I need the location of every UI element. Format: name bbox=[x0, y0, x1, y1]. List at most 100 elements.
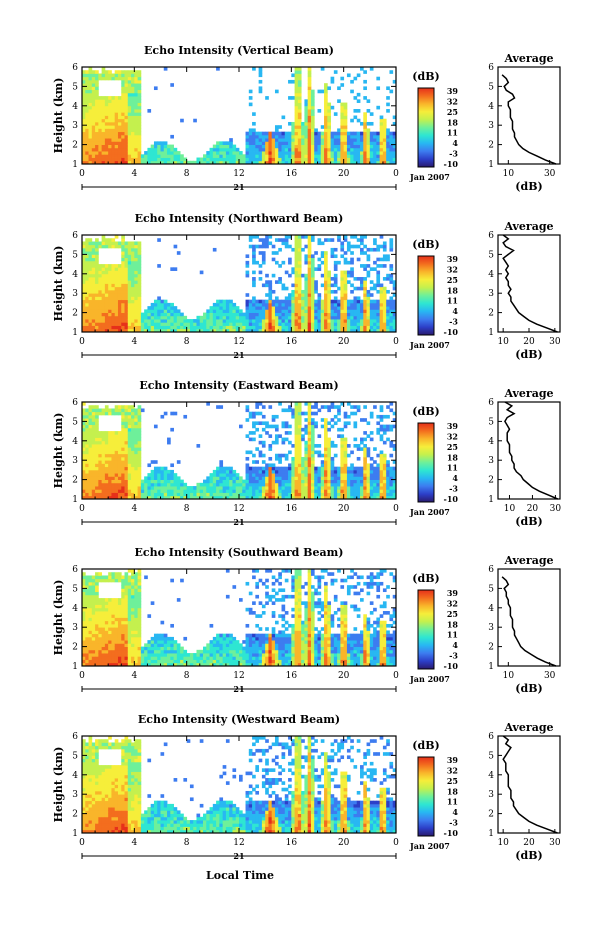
heatmap-cell bbox=[274, 479, 279, 484]
heatmap-cell bbox=[88, 653, 93, 657]
heatmap-cell bbox=[350, 450, 354, 455]
heatmap-cell bbox=[314, 495, 318, 500]
heatmap-cell bbox=[268, 424, 273, 429]
heatmap-cell bbox=[186, 492, 191, 497]
heatmap-cell bbox=[134, 115, 138, 120]
heatmap-cell bbox=[288, 121, 292, 126]
heatmap-cell bbox=[392, 319, 397, 323]
heatmap-cell bbox=[111, 289, 116, 294]
heatmap-cell bbox=[304, 299, 309, 304]
heatmap-cell bbox=[252, 460, 256, 464]
heatmap-cell bbox=[88, 118, 93, 123]
heatmap-cell bbox=[95, 154, 99, 158]
heatmap-cell bbox=[235, 151, 240, 155]
heatmap-cell bbox=[337, 473, 341, 477]
heatmap-cell bbox=[124, 112, 129, 116]
heatmap-cell bbox=[248, 473, 253, 477]
heatmap-cell bbox=[353, 299, 358, 304]
heatmap-cell bbox=[392, 424, 397, 429]
heatmap-cell bbox=[245, 489, 250, 493]
heatmap-cell bbox=[82, 89, 86, 94]
heatmap-cell bbox=[333, 131, 338, 136]
heatmap-cell bbox=[173, 309, 178, 313]
heatmap-cell bbox=[252, 431, 256, 435]
heatmap-cell bbox=[144, 476, 148, 480]
heatmap-cell bbox=[242, 489, 246, 493]
heatmap-cell bbox=[91, 293, 96, 297]
heatmap-cell bbox=[265, 489, 269, 493]
heatmap-cell bbox=[363, 463, 367, 468]
heatmap-cell bbox=[248, 486, 253, 490]
heatmap-cell bbox=[288, 302, 292, 307]
heatmap-cell bbox=[360, 486, 364, 490]
heatmap-cell bbox=[88, 141, 93, 145]
heatmap-cell bbox=[274, 154, 279, 158]
heatmap-cell bbox=[307, 473, 312, 477]
heatmap-cell bbox=[131, 444, 135, 448]
heatmap-cell bbox=[366, 270, 371, 275]
heatmap-cell bbox=[314, 286, 318, 291]
heatmap-cell bbox=[216, 302, 220, 307]
heatmap-cell bbox=[366, 257, 371, 262]
heatmap-cell bbox=[134, 463, 138, 468]
colorbar bbox=[417, 422, 435, 503]
heatmap-cell bbox=[288, 495, 292, 500]
avg-x-axis-title: (dB) bbox=[515, 515, 542, 528]
heatmap-cell bbox=[346, 492, 351, 497]
heatmap-cell bbox=[392, 495, 397, 500]
heatmap-cell bbox=[356, 408, 361, 413]
heatmap-cell bbox=[163, 147, 168, 152]
heatmap-cell bbox=[317, 154, 322, 158]
heatmap-cell bbox=[124, 109, 129, 113]
x-tick-label: 16 bbox=[286, 337, 298, 347]
heatmap-cell bbox=[314, 476, 318, 480]
heatmap-cell bbox=[127, 411, 132, 416]
heatmap-cell bbox=[281, 147, 286, 152]
heatmap-cell bbox=[134, 289, 138, 294]
heatmap-cell bbox=[131, 450, 135, 455]
heatmap-cell bbox=[314, 134, 318, 139]
heatmap-cell bbox=[333, 70, 338, 74]
heatmap-cell bbox=[324, 280, 328, 284]
heatmap-cell bbox=[343, 325, 348, 330]
heatmap-cell bbox=[85, 125, 89, 129]
heatmap-cell bbox=[131, 421, 135, 426]
heatmap-cell bbox=[212, 328, 217, 333]
heatmap-cell bbox=[376, 306, 381, 310]
heatmap-cell bbox=[124, 83, 129, 87]
heatmap-cell bbox=[209, 315, 214, 320]
heatmap-cell bbox=[121, 105, 125, 110]
heatmap-cell bbox=[170, 83, 174, 87]
heatmap-cell bbox=[95, 241, 99, 246]
heatmap-cell bbox=[301, 473, 305, 477]
heatmap-cell bbox=[108, 138, 112, 142]
heatmap-cell bbox=[88, 96, 93, 100]
heatmap-cell bbox=[363, 469, 367, 474]
heatmap-cell bbox=[363, 444, 367, 448]
heatmap-cell bbox=[369, 121, 374, 126]
heatmap-cell bbox=[101, 450, 106, 455]
heatmap-cell bbox=[274, 147, 279, 152]
heatmap-cell bbox=[104, 160, 109, 165]
heatmap-cell bbox=[163, 469, 168, 474]
heatmap-cell bbox=[307, 414, 312, 419]
heatmap-cell bbox=[85, 633, 89, 638]
heatmap-cell bbox=[284, 325, 289, 330]
heatmap-cell bbox=[186, 495, 191, 500]
heatmap-cell bbox=[248, 431, 253, 435]
heatmap-cell bbox=[85, 112, 89, 116]
heatmap-cell bbox=[193, 319, 197, 323]
heatmap-cell bbox=[343, 147, 348, 152]
heatmap-cell bbox=[163, 486, 168, 490]
heatmap-cell bbox=[288, 157, 292, 162]
heatmap-cell bbox=[369, 456, 374, 461]
heatmap-cell bbox=[160, 160, 165, 165]
heatmap-cell bbox=[307, 264, 312, 268]
heatmap-cell bbox=[91, 102, 96, 107]
heatmap-cell bbox=[117, 96, 122, 100]
heatmap-cell bbox=[337, 328, 341, 333]
heatmap-cell bbox=[294, 486, 299, 490]
heatmap-cell bbox=[134, 476, 138, 480]
heatmap-cell bbox=[333, 157, 338, 162]
heatmap-cell bbox=[324, 309, 328, 313]
